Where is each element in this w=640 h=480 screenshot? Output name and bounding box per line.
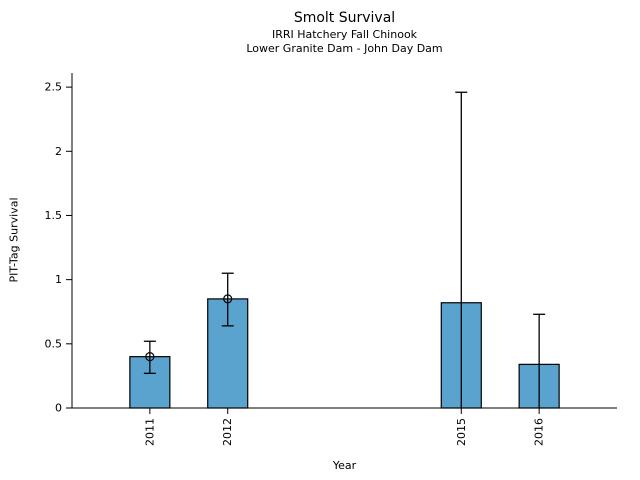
point-marker-2012 bbox=[223, 294, 233, 304]
x-axis-label: Year bbox=[332, 459, 357, 472]
y-tick-label-2: 2 bbox=[55, 145, 62, 158]
y-tick-label-0.5: 0.5 bbox=[45, 337, 63, 350]
x-tick-label-2016: 2016 bbox=[533, 418, 546, 446]
x-tick-label-2015: 2015 bbox=[455, 418, 468, 446]
chart-title-block: Smolt Survival IRRI Hatchery Fall Chinoo… bbox=[72, 9, 617, 56]
chart-title: Smolt Survival bbox=[293, 10, 396, 26]
chart-subtitle-line-2: Lower Granite Dam - John Day Dam bbox=[246, 42, 443, 55]
chart-subtitle-line-1: IRRI Hatchery Fall Chinook bbox=[271, 28, 418, 41]
x-tick-label-2011: 2011 bbox=[143, 418, 156, 446]
y-axis-label: PIT-Tag Survival bbox=[7, 197, 21, 283]
y-tick-label-1.5: 1.5 bbox=[45, 209, 63, 222]
x-tick-label-2012: 2012 bbox=[221, 418, 234, 446]
y-tick-label-1: 1 bbox=[55, 273, 62, 286]
point-marker-2011 bbox=[145, 352, 155, 362]
y-tick-label-0: 0 bbox=[55, 402, 62, 415]
y-tick-label-2.5: 2.5 bbox=[45, 81, 63, 94]
